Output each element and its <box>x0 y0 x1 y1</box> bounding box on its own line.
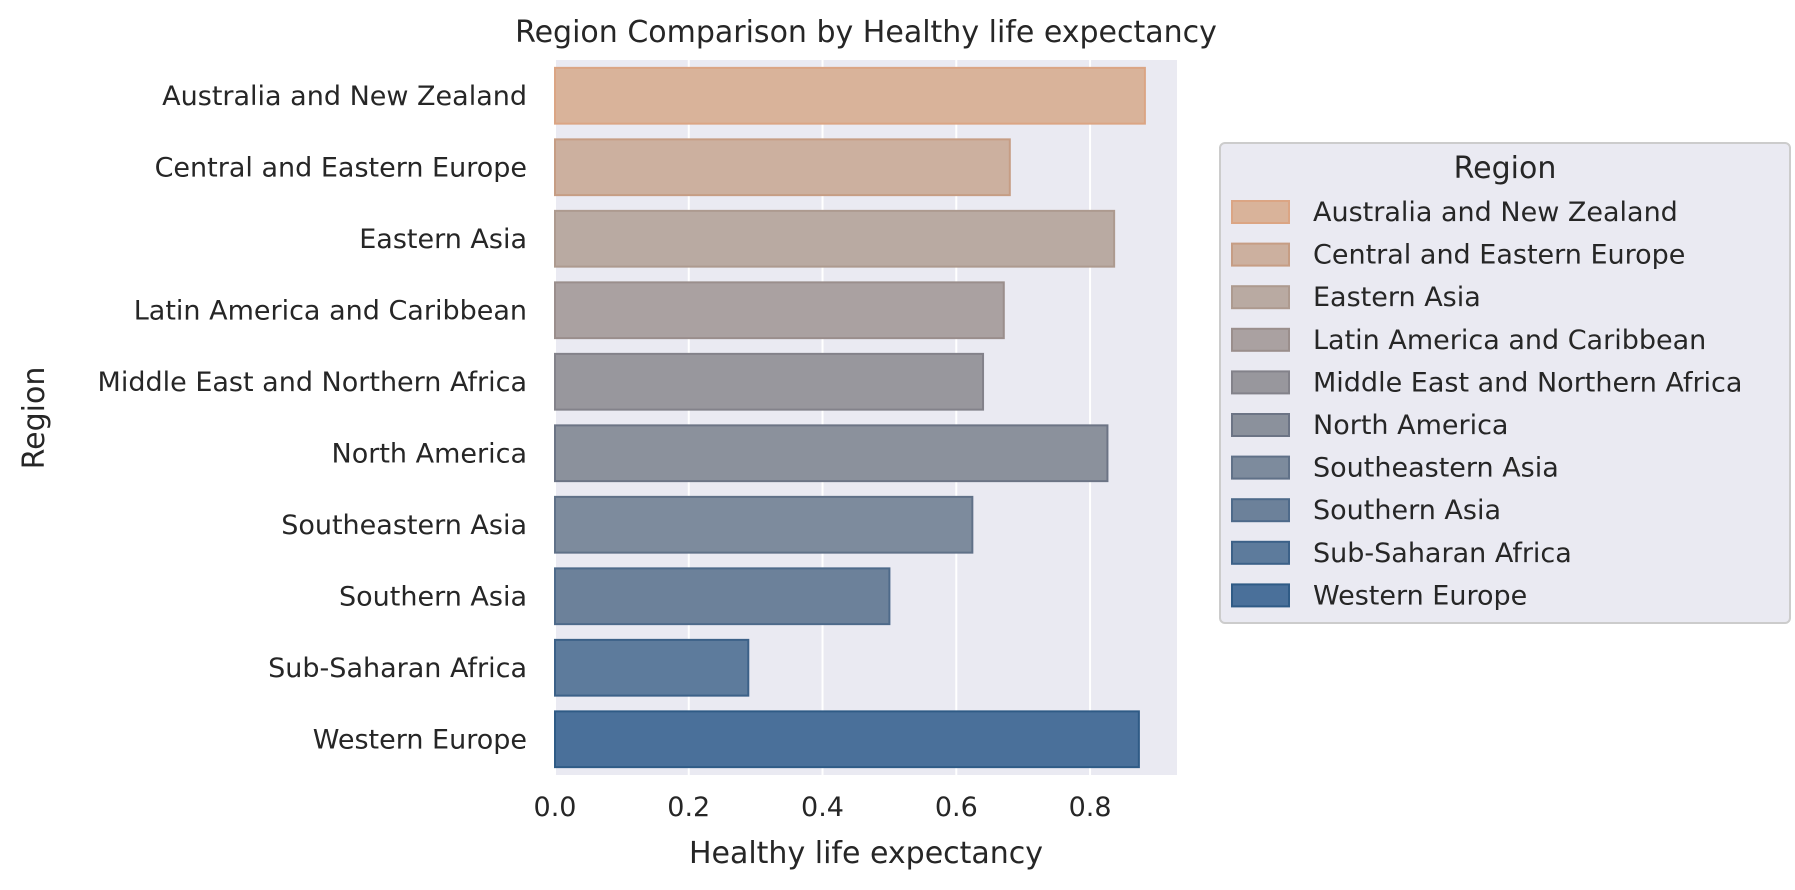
legend-entry: Sub-Saharan Africa <box>1313 538 1572 569</box>
y-category-label: Southeastern Asia <box>281 510 527 541</box>
y-category-label: Western Europe <box>313 724 527 755</box>
x-tick-label: 0.2 <box>667 792 710 823</box>
legend-frame <box>1219 142 1791 624</box>
y-category-label: Latin America and Caribbean <box>134 295 527 326</box>
legend-entry: Western Europe <box>1313 580 1527 611</box>
x-tick-label: 0.8 <box>1069 792 1112 823</box>
bar <box>554 495 974 554</box>
y-axis-label: Region <box>17 367 52 470</box>
legend-entry: North America <box>1313 410 1508 441</box>
legend-entry: Central and Eastern Europe <box>1313 240 1685 271</box>
legend-entry: Southeastern Asia <box>1313 453 1559 484</box>
legend: Region Australia and New Zealand Central … <box>1219 142 1791 624</box>
legend-entry: Australia and New Zealand <box>1313 197 1678 228</box>
x-tick-label: 0.6 <box>935 792 978 823</box>
x-tick-label: 0.4 <box>801 792 844 823</box>
y-category-label: Sub-Saharan Africa <box>268 653 527 684</box>
bar <box>554 352 985 411</box>
legend-entry: Southern Asia <box>1313 495 1501 526</box>
legend-swatch <box>1231 498 1290 523</box>
bar <box>554 638 750 697</box>
y-category-label: Southern Asia <box>339 581 527 612</box>
legend-swatch <box>1231 455 1290 480</box>
bar <box>554 66 1146 125</box>
y-category-label: Central and Eastern Europe <box>155 152 527 183</box>
y-category-label: Eastern Asia <box>359 224 527 255</box>
legend-items: Australia and New Zealand Central and Eas… <box>1231 197 1742 611</box>
y-category-label: North America <box>332 438 527 469</box>
legend-swatch <box>1231 327 1290 352</box>
legend-swatch <box>1231 285 1290 310</box>
legend-entry: Eastern Asia <box>1313 282 1481 313</box>
y-category-label: Middle East and Northern Africa <box>98 367 527 398</box>
bar <box>554 281 1005 340</box>
bar <box>554 567 891 626</box>
chart-title: Region Comparison by Healthy life expect… <box>515 15 1217 50</box>
legend-swatch <box>1231 413 1290 437</box>
bar <box>554 710 1140 769</box>
legend-swatch <box>1231 200 1290 224</box>
y-category-labels: Australia and New Zealand Central and Eas… <box>98 81 527 756</box>
legend-swatch <box>1231 370 1290 395</box>
bar <box>554 138 1011 197</box>
legend-entry: Latin America and Caribbean <box>1313 325 1706 356</box>
bars <box>554 66 1146 769</box>
legend-title: Region <box>1454 151 1557 186</box>
x-axis-label: Healthy life expectancy <box>689 836 1043 871</box>
x-tick-labels: 0.0 0.2 0.4 0.6 0.8 <box>534 792 1112 823</box>
legend-swatch <box>1231 540 1290 565</box>
legend-swatch <box>1231 242 1290 267</box>
bar <box>554 424 1109 483</box>
bar <box>554 209 1116 268</box>
y-category-label: Australia and New Zealand <box>162 81 527 112</box>
legend-swatch <box>1231 583 1290 608</box>
legend-entry: Middle East and Northern Africa <box>1313 367 1742 398</box>
x-tick-label: 0.0 <box>534 792 577 823</box>
